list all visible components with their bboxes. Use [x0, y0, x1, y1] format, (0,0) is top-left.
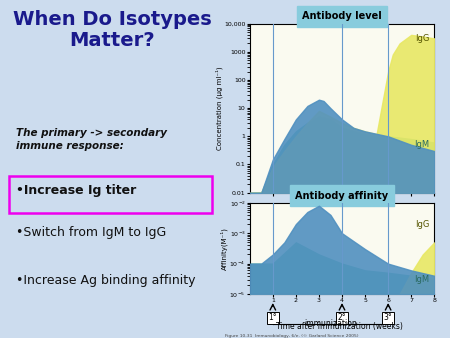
- Text: IgG: IgG: [415, 34, 430, 43]
- Y-axis label: Concentration (μg ml⁻¹): Concentration (μg ml⁻¹): [215, 66, 223, 150]
- Bar: [9, 176, 211, 213]
- Text: IgG: IgG: [415, 220, 430, 228]
- Text: IgM: IgM: [414, 275, 430, 284]
- Title: Antibody affinity: Antibody affinity: [296, 191, 388, 201]
- Text: •Increase Ig titer: •Increase Ig titer: [16, 185, 136, 197]
- Text: Figure 10-31  Immunobiology, 6/e. (© Garland Science 2005): Figure 10-31 Immunobiology, 6/e. (© Garl…: [225, 334, 359, 338]
- Text: IgM: IgM: [414, 140, 430, 149]
- Text: 2°: 2°: [338, 313, 346, 322]
- Text: When Do Isotypes
Matter?: When Do Isotypes Matter?: [13, 10, 212, 50]
- Text: The primary -> secondary
immune response:: The primary -> secondary immune response…: [16, 128, 167, 151]
- Text: immunization: immunization: [304, 319, 357, 328]
- Y-axis label: Affinity(M⁻¹): Affinity(M⁻¹): [220, 227, 228, 270]
- Text: •Switch from IgM to IgG: •Switch from IgM to IgG: [16, 226, 166, 239]
- Title: Antibody level: Antibody level: [302, 11, 382, 22]
- Text: 1°: 1°: [269, 313, 277, 322]
- Text: Time after immunization (weeks): Time after immunization (weeks): [276, 322, 403, 331]
- Text: 3°: 3°: [384, 313, 392, 322]
- Text: •Increase Ag binding affinity: •Increase Ag binding affinity: [16, 274, 195, 287]
